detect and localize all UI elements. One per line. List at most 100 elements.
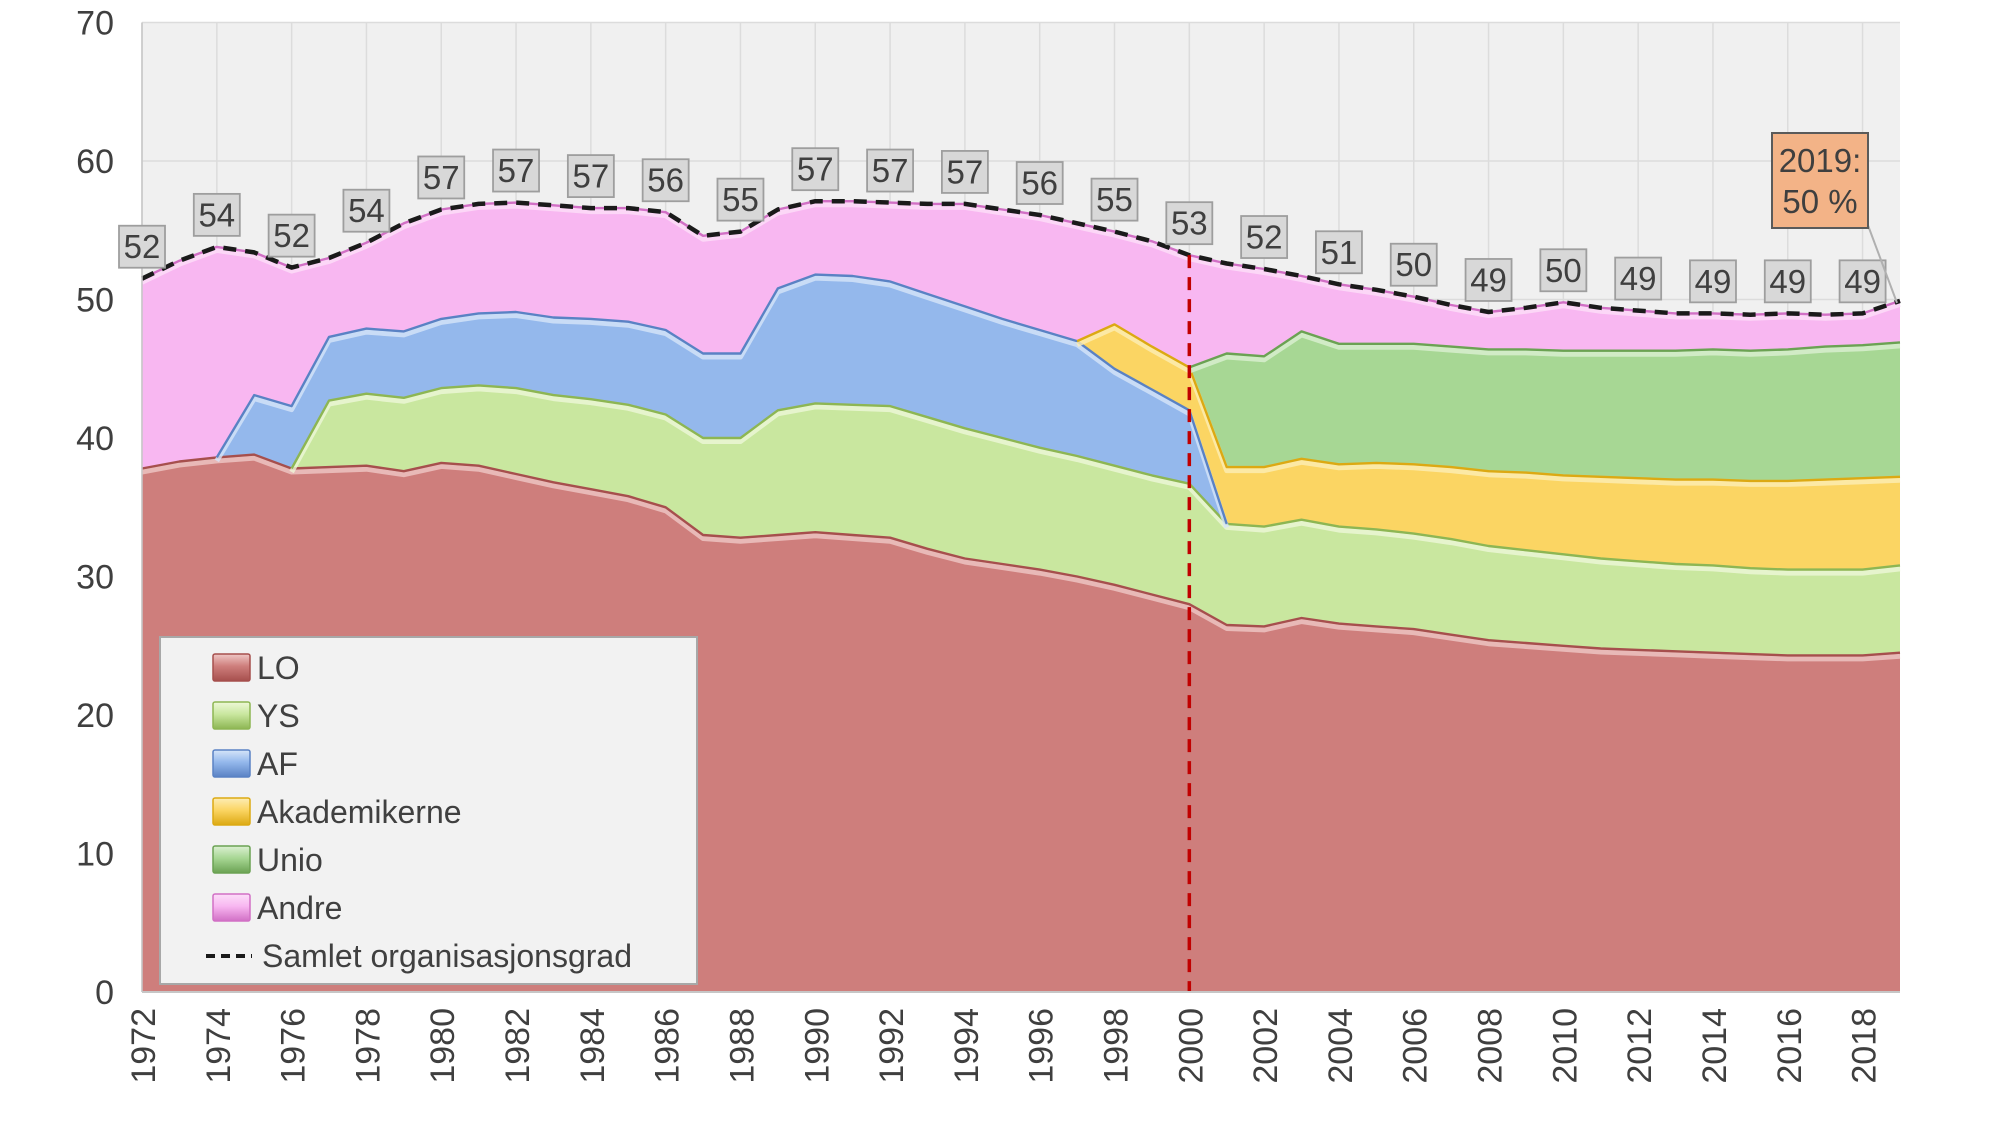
data-label-box — [342, 188, 391, 233]
area-andre — [142, 201, 1900, 469]
legend-swatch-akademikerne — [212, 797, 251, 826]
legend-label: Akademikerne — [257, 794, 462, 830]
x-axis-tick: 1978 — [349, 1008, 387, 1084]
data-labels: 52 54 52 54 57 57 57 56 55 57 57 57 56 55 53 52 51 50 49 50… — [118, 147, 1887, 304]
x-axis-tick: 1998 — [1098, 1008, 1136, 1084]
data-label-value: 57 — [498, 152, 535, 189]
x-axis-tick: 1976 — [275, 1008, 313, 1084]
data-label-box — [1689, 259, 1737, 304]
area-highlight-akademikerne — [1076, 325, 1901, 487]
data-label-box — [641, 158, 690, 203]
data-label-box — [1389, 242, 1438, 287]
x-axis-tick: 1984 — [574, 1008, 612, 1084]
legend-label: YS — [257, 698, 300, 734]
data-label-2000: 53 — [1165, 201, 1214, 246]
data-label-value: 57 — [797, 151, 834, 188]
legend-swatch-lo — [212, 653, 251, 682]
legend-swatch-andre — [212, 893, 251, 922]
data-label-1996: 56 — [1015, 161, 1064, 205]
x-axis-tick: 1972 — [125, 1008, 163, 1084]
data-label-value: 55 — [722, 181, 759, 218]
legend-label: Samlet organisasjonsgrad — [262, 938, 632, 974]
legend-item-lo: LO — [212, 650, 300, 686]
x-axis-tick: 1990 — [798, 1008, 836, 1084]
x-axis-tick: 2008 — [1472, 1008, 1510, 1084]
data-label-value: 55 — [1096, 181, 1133, 218]
legend-item-ys: YS — [212, 698, 300, 734]
data-label-value: 57 — [872, 152, 909, 189]
callout-year: 2019: — [1779, 142, 1862, 179]
legend-swatch-ys — [212, 701, 251, 730]
legend-item-unio: Unio — [212, 842, 323, 878]
data-label-2010: 50 — [1539, 248, 1588, 293]
data-label-value: 57 — [947, 153, 984, 190]
total-organisation-rate-line — [141, 198, 1901, 317]
legend-swatch-unio — [212, 845, 251, 874]
data-label-2016: 49 — [1763, 259, 1812, 304]
x-axis-tick: 1994 — [948, 1008, 986, 1084]
data-label-value: 57 — [572, 158, 609, 195]
legend-label: LO — [257, 650, 300, 686]
data-label-2002: 52 — [1240, 215, 1289, 259]
area-edge-unio — [1188, 330, 1901, 369]
y-axis-tick: 0 — [95, 974, 114, 1012]
legend-item-af: AF — [212, 746, 298, 782]
callout-box — [1771, 132, 1869, 229]
data-label-1980: 57 — [417, 155, 466, 200]
data-label-box — [940, 150, 989, 194]
legend-item-andre: Andre — [212, 890, 342, 926]
data-label-value: 56 — [1021, 165, 1058, 202]
data-label-value: 54 — [348, 192, 385, 229]
data-label-box — [192, 192, 241, 237]
area-highlight-unio — [1188, 332, 1901, 374]
data-label-box — [1763, 259, 1812, 304]
x-axis-tick: 1992 — [873, 1008, 911, 1084]
x-axis-tick: 2012 — [1621, 1008, 1659, 1084]
x-axis-tick: 1974 — [200, 1008, 238, 1084]
data-label-value: 54 — [198, 196, 235, 233]
legend-swatch-af — [212, 749, 251, 778]
data-label-box — [1539, 248, 1588, 293]
data-label-value: 53 — [1171, 205, 1208, 242]
data-label-2014: 49 — [1689, 259, 1737, 304]
data-label-1972: 52 — [118, 224, 166, 269]
y-axis-tick: 60 — [76, 143, 114, 181]
data-label-box — [1165, 201, 1214, 246]
data-label-box — [118, 224, 166, 269]
data-label-value: 56 — [647, 162, 684, 199]
data-label-value: 52 — [1246, 219, 1283, 256]
data-label-box — [417, 155, 466, 200]
x-axis-tick: 1988 — [723, 1008, 761, 1084]
data-label-1976: 52 — [267, 213, 316, 258]
data-label-box — [1464, 258, 1513, 302]
data-label-box — [1090, 177, 1139, 222]
legend-label: Andre — [257, 890, 342, 926]
x-axis-labels: 1972 1974 1976 1978 1980 1982 1984 1986 1988 1990… — [125, 1008, 1884, 1084]
data-label-box — [866, 148, 914, 193]
y-axis-tick: 40 — [76, 420, 114, 458]
data-label-1986: 56 — [641, 158, 690, 203]
data-label-value: 50 — [1395, 246, 1432, 283]
area-edge-ys — [290, 384, 1901, 571]
data-label-value: 51 — [1321, 234, 1358, 271]
data-label-box — [1614, 256, 1663, 301]
y-axis-tick: 50 — [76, 282, 114, 320]
data-label-value: 49 — [1470, 261, 1507, 298]
data-label-value: 52 — [124, 228, 161, 265]
data-label-2018: 49 — [1838, 259, 1887, 304]
area-highlight-ys — [289, 386, 1901, 576]
callout-value: 50 % — [1782, 183, 1857, 220]
data-label-box — [492, 148, 540, 193]
data-label-1992: 57 — [866, 148, 914, 193]
data-label-2006: 50 — [1389, 242, 1438, 287]
legend-item-akademikerne: Akademikerne — [212, 794, 462, 830]
y-axis-tick: 20 — [76, 697, 114, 735]
area-edge-akademikerne — [1076, 323, 1901, 483]
data-label-box — [1240, 215, 1289, 259]
y-axis-tick: 70 — [76, 5, 114, 43]
x-axis-tick: 2000 — [1172, 1008, 1210, 1084]
data-label-1988: 55 — [716, 177, 765, 222]
x-axis-tick: 2014 — [1696, 1008, 1734, 1084]
